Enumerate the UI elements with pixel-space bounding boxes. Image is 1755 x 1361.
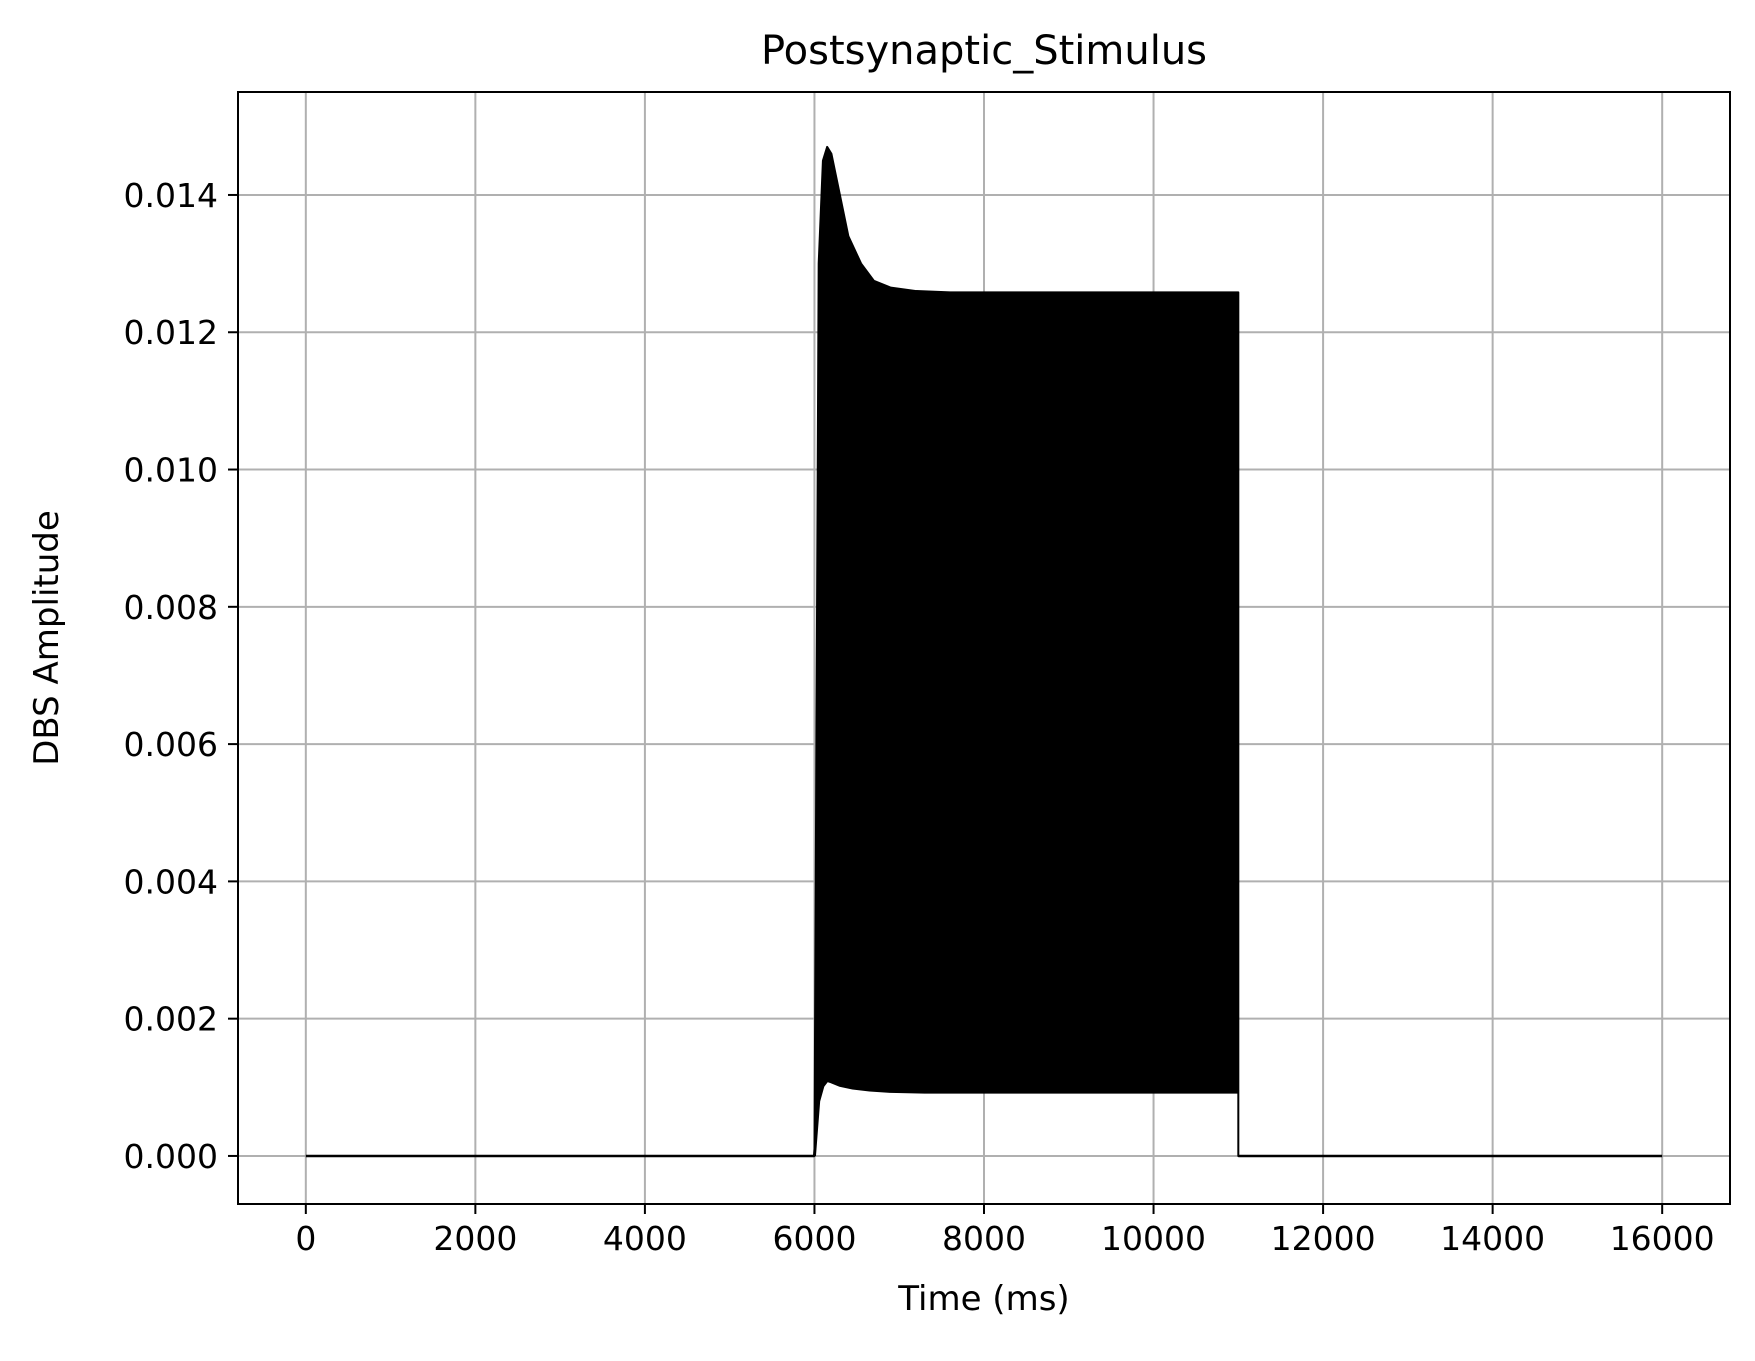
y-tick-label: 0.000 bbox=[124, 1137, 218, 1176]
axes-frame bbox=[237, 91, 1731, 1205]
x-axis-label: Time (ms) bbox=[897, 1279, 1069, 1319]
series-lower-envelope bbox=[812, 1078, 1239, 1157]
y-tick-label: 0.010 bbox=[124, 451, 218, 490]
y-tick-label: 0.004 bbox=[124, 862, 218, 901]
y-tick-label: 0.012 bbox=[124, 313, 218, 352]
x-tick-label: 0 bbox=[295, 1219, 316, 1258]
x-tick-label: 10000 bbox=[1101, 1219, 1206, 1258]
x-tick-label: 6000 bbox=[772, 1219, 856, 1258]
x-tick-label: 12000 bbox=[1271, 1219, 1376, 1258]
y-axis-label: DBS Amplitude bbox=[27, 510, 67, 766]
y-tick-label: 0.006 bbox=[124, 725, 218, 764]
data-layer bbox=[305, 145, 1663, 1158]
x-tick-label: 4000 bbox=[603, 1219, 687, 1258]
x-tick-label: 16000 bbox=[1610, 1219, 1715, 1258]
y-tick-label: 0.014 bbox=[124, 176, 218, 215]
x-tick-label: 14000 bbox=[1440, 1219, 1545, 1258]
y-tick-label: 0.008 bbox=[124, 588, 218, 627]
tick-labels: 0 2000 4000 6000 8000 10000 12000 14000 16000 0.0… bbox=[124, 176, 1715, 1258]
series-oscillation-band bbox=[813, 145, 1240, 1157]
chart-title: Postsynaptic_Stimulus bbox=[761, 28, 1207, 74]
tick-marks bbox=[228, 193, 1664, 1214]
x-tick-label: 8000 bbox=[942, 1219, 1026, 1258]
y-tick-label: 0.002 bbox=[124, 1000, 218, 1039]
x-tick-label: 2000 bbox=[433, 1219, 517, 1258]
